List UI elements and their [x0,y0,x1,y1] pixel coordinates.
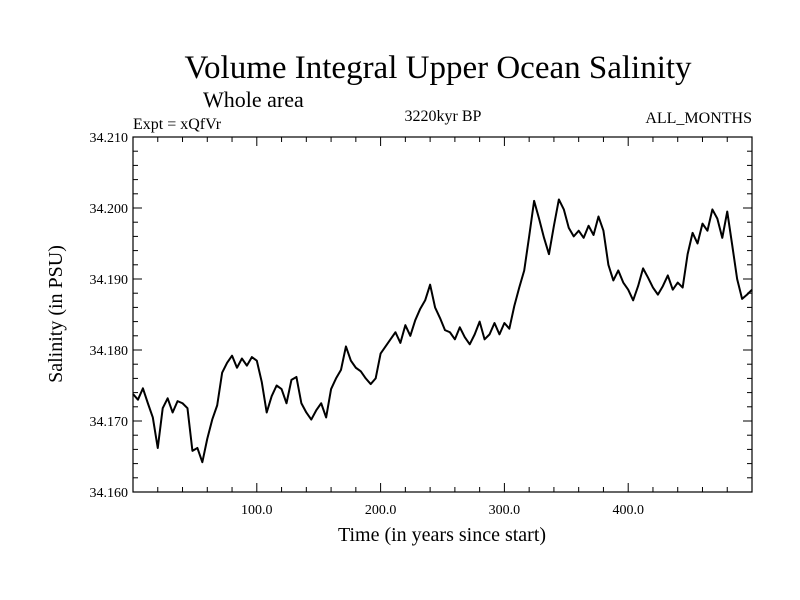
x-tick-label: 400.0 [612,503,644,518]
y-tick-label: 34.180 [90,344,129,359]
experiment-label: Expt = xQfVr [133,116,222,133]
y-axis-label: Salinity (in PSU) [45,245,67,383]
period-label: 3220kyr BP [405,108,482,125]
chart-subtitle: Whole area [203,87,304,112]
y-tick-label: 34.190 [90,273,129,288]
x-axis-ticks: 100.0 200.0 300.0 400.0 [157,137,728,518]
months-label: ALL_MONTHS [645,110,752,127]
x-tick-label: 300.0 [489,503,521,518]
x-tick-label: 200.0 [365,503,397,518]
y-tick-label: 34.210 [90,131,129,146]
x-tick-label: 100.0 [241,503,273,518]
plot-frame [132,136,753,493]
y-tick-label: 34.170 [90,415,129,430]
y-axis-ticks: 34.160 34.170 34.180 34.190 34.200 34.210 [90,131,752,501]
x-axis-label: Time (in years since start) [338,524,546,546]
y-tick-label: 34.160 [90,486,129,501]
salinity-series-line [132,198,753,464]
chart-title: Volume Integral Upper Ocean Salinity [184,50,692,86]
y-tick-label: 34.200 [90,202,129,217]
